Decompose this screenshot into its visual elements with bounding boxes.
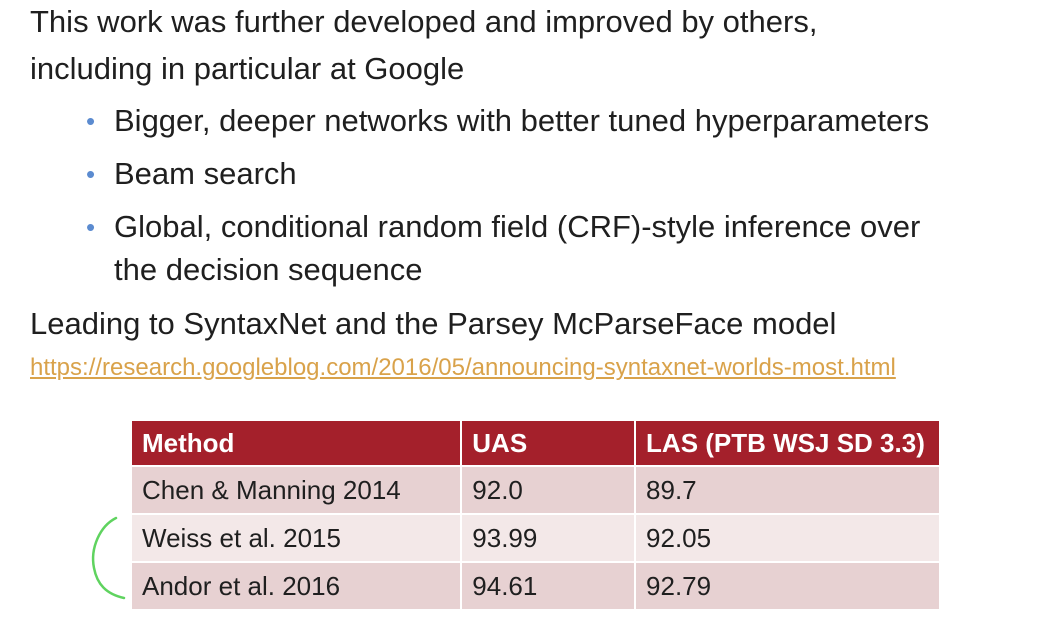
cell-uas: 92.0: [460, 465, 637, 515]
header-method: Method: [129, 419, 463, 467]
intro-line-2: including in particular at Google: [30, 51, 465, 86]
header-las: LAS (PTB WSJ SD 3.3): [634, 419, 941, 467]
bullet-icon: •: [86, 212, 96, 242]
header-uas: UAS: [460, 419, 637, 467]
cell-las: 92.79: [634, 561, 941, 611]
results-table: Method UAS LAS (PTB WSJ SD 3.3) Chen & M…: [129, 419, 941, 611]
cell-method: Andor et al. 2016: [129, 561, 463, 611]
bullet-text: Bigger, deeper networks with better tune…: [114, 103, 930, 138]
intro-line-1: This work was further developed and impr…: [30, 4, 818, 39]
syntaxnet-blog-link[interactable]: https://research.googleblog.com/2016/05/…: [30, 354, 896, 381]
handwritten-bracket-annotation: [91, 516, 126, 600]
cell-las: 92.05: [634, 513, 941, 563]
cell-las: 89.7: [634, 465, 941, 515]
cell-uas: 93.99: [460, 513, 637, 563]
cell-method: Chen & Manning 2014: [129, 465, 463, 515]
bullet-icon: •: [86, 159, 96, 189]
bullet-text-continuation: the decision sequence: [114, 252, 423, 287]
table-header-row: Method UAS LAS (PTB WSJ SD 3.3): [129, 419, 941, 467]
table-row: Andor et al. 2016 94.61 92.79: [129, 561, 941, 611]
table-row: Chen & Manning 2014 92.0 89.7: [129, 465, 941, 515]
bullet-icon: •: [86, 106, 96, 136]
cell-method: Weiss et al. 2015: [129, 513, 463, 563]
bullet-text: Global, conditional random field (CRF)-s…: [114, 209, 921, 244]
leading-text: Leading to SyntaxNet and the Parsey McPa…: [30, 306, 837, 341]
cell-uas: 94.61: [460, 561, 637, 611]
bullet-text: Beam search: [114, 156, 297, 191]
table-row: Weiss et al. 2015 93.99 92.05: [129, 513, 941, 563]
